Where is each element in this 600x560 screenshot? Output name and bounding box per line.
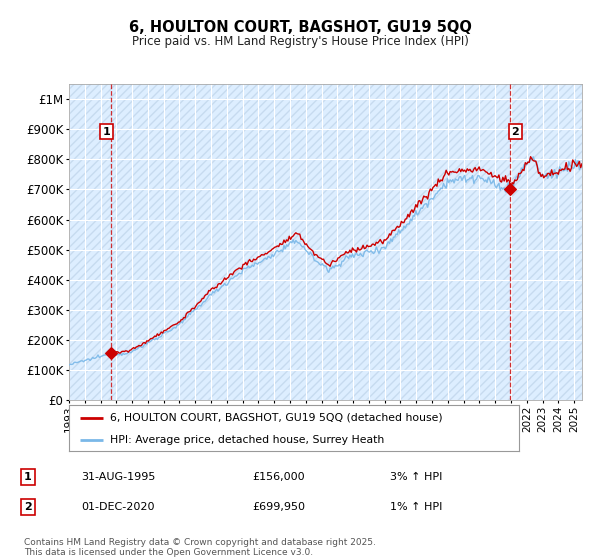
Text: 1% ↑ HPI: 1% ↑ HPI: [390, 502, 442, 512]
Text: 3% ↑ HPI: 3% ↑ HPI: [390, 472, 442, 482]
Text: 2: 2: [24, 502, 32, 512]
Text: Price paid vs. HM Land Registry's House Price Index (HPI): Price paid vs. HM Land Registry's House …: [131, 35, 469, 48]
Text: 2: 2: [511, 127, 519, 137]
Text: £156,000: £156,000: [252, 472, 305, 482]
Text: 6, HOULTON COURT, BAGSHOT, GU19 5QQ: 6, HOULTON COURT, BAGSHOT, GU19 5QQ: [128, 20, 472, 35]
Text: £699,950: £699,950: [252, 502, 305, 512]
Text: HPI: Average price, detached house, Surrey Heath: HPI: Average price, detached house, Surr…: [110, 435, 384, 445]
Text: 1: 1: [103, 127, 110, 137]
Text: 6, HOULTON COURT, BAGSHOT, GU19 5QQ (detached house): 6, HOULTON COURT, BAGSHOT, GU19 5QQ (det…: [110, 413, 442, 423]
Point: [106, 349, 116, 358]
Text: 1: 1: [24, 472, 32, 482]
Text: 31-AUG-1995: 31-AUG-1995: [81, 472, 155, 482]
Text: Contains HM Land Registry data © Crown copyright and database right 2025.
This d: Contains HM Land Registry data © Crown c…: [24, 538, 376, 557]
Text: 01-DEC-2020: 01-DEC-2020: [81, 502, 155, 512]
Point: [505, 185, 515, 194]
